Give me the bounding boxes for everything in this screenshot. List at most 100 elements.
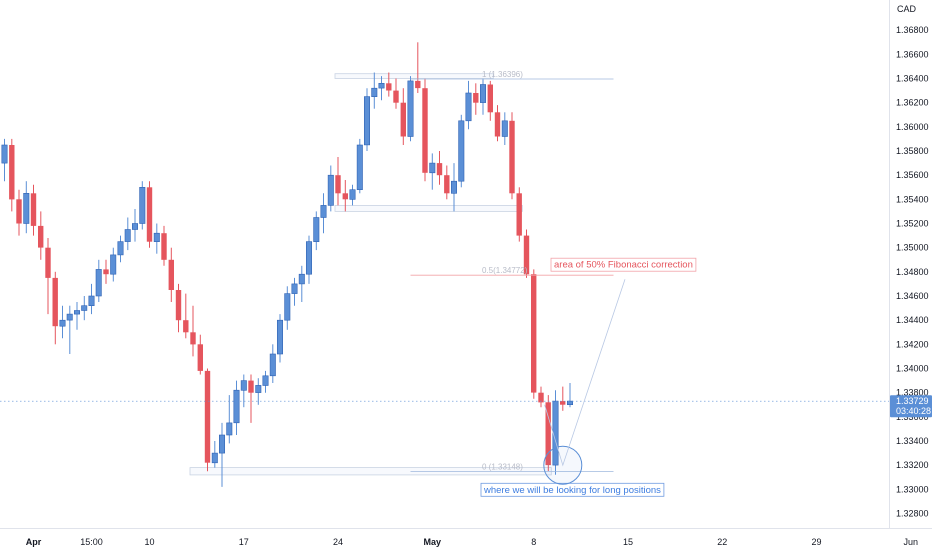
candle <box>509 112 515 200</box>
candle-body <box>335 175 341 194</box>
price-tick-label: 1.36200 <box>896 98 929 108</box>
candle-body <box>436 163 443 176</box>
resistance-zone[interactable] <box>334 73 494 79</box>
candle-body <box>190 332 196 345</box>
candle-body <box>226 422 233 436</box>
projection-path[interactable] <box>544 279 626 467</box>
candle <box>566 383 573 408</box>
price-tick-label: 1.33400 <box>896 436 929 446</box>
fibonacci-note-border <box>550 257 697 272</box>
candle-body <box>523 235 530 275</box>
price-tick-label: 1.36600 <box>896 49 929 59</box>
candle-body <box>342 193 348 200</box>
price-tick-label: 1.35400 <box>896 194 929 204</box>
candle-body <box>52 277 58 327</box>
fibonacci-note[interactable]: area of 50% Fibonacci correction <box>550 257 697 272</box>
candle <box>262 370 269 393</box>
candle-body <box>197 344 203 371</box>
price-tick-label: 1.33000 <box>896 484 929 494</box>
current-price-label: 1.33729 <box>896 396 929 406</box>
candle-body <box>538 392 544 403</box>
candle-body <box>371 87 378 97</box>
price-tick-label: 1.34000 <box>896 364 929 374</box>
candle-body <box>74 310 81 315</box>
candle-body <box>386 83 392 91</box>
date-tick-label: 15 <box>623 537 633 547</box>
candle <box>501 112 508 145</box>
candle-body <box>153 232 160 242</box>
candle <box>110 247 117 282</box>
long-positions-note-text: where we will be looking for long positi… <box>483 485 661 496</box>
candle-body <box>204 370 211 463</box>
candle <box>74 302 81 330</box>
fib-50-label: 0.5(1.34772) <box>482 266 528 275</box>
countdown-label: 03:40:28 <box>896 406 931 416</box>
candle-body <box>269 353 276 377</box>
candle <box>436 151 443 185</box>
candle <box>400 88 406 145</box>
candle <box>269 344 276 383</box>
candle-body <box>183 320 189 333</box>
candle <box>168 247 174 302</box>
candle <box>363 88 370 151</box>
date-tick-label: 10 <box>144 537 154 547</box>
price-tick-label: 1.35200 <box>896 219 929 229</box>
price-tick-label: 1.35000 <box>896 243 929 253</box>
candle-body <box>531 274 537 393</box>
currency-label: CAD <box>897 4 917 14</box>
candle-body <box>110 254 117 275</box>
fibonacci-note-text: area of 50% Fibonacci correction <box>554 260 693 271</box>
current-price-tag: 1.33729 03:40:28 <box>890 395 932 418</box>
candle-body <box>320 205 327 218</box>
date-tick-label: 15:00 <box>80 537 103 547</box>
support-zone[interactable] <box>334 204 523 212</box>
candle <box>146 181 153 248</box>
price-tick-label: 1.33800 <box>896 388 929 398</box>
candle <box>305 235 312 284</box>
candle <box>378 76 385 101</box>
candle-body <box>16 199 22 224</box>
candle-body <box>175 290 182 321</box>
candle <box>531 269 537 399</box>
candle-body <box>429 162 436 174</box>
candle <box>320 193 327 234</box>
candle-body <box>23 193 30 224</box>
price-tick-label: 1.34200 <box>896 339 929 349</box>
candle-body <box>487 84 493 113</box>
candle-body <box>139 187 146 224</box>
candle <box>226 395 233 444</box>
price-tick-label: 1.36400 <box>896 74 929 84</box>
candle <box>429 153 436 190</box>
candle-body <box>132 223 139 230</box>
candle-body <box>363 96 370 146</box>
price-tick-label: 1.35800 <box>896 146 929 156</box>
candle-body <box>248 380 254 393</box>
long-positions-note[interactable]: where we will be looking for long positi… <box>480 482 665 497</box>
candle-body <box>393 90 399 103</box>
candle <box>88 283 95 315</box>
candle <box>233 380 240 435</box>
candle <box>124 217 131 251</box>
candle-body <box>327 174 334 206</box>
candle-body <box>407 80 414 137</box>
candle <box>38 211 44 260</box>
candle <box>240 374 247 408</box>
candle-body <box>66 313 73 321</box>
candle <box>291 277 298 306</box>
candle-body <box>458 120 465 182</box>
candle-body <box>262 375 269 386</box>
candle <box>1 138 8 182</box>
candle <box>161 225 167 266</box>
candle <box>255 378 262 405</box>
date-tick-label: Jun <box>904 537 919 547</box>
price-tick-label: 1.33200 <box>896 460 929 470</box>
candle-body <box>276 319 283 355</box>
candle <box>204 368 211 472</box>
candle <box>371 72 378 109</box>
candle-body <box>1 144 8 164</box>
long-positions-note-border <box>480 482 665 497</box>
candle-body <box>291 283 298 294</box>
candle <box>313 211 320 251</box>
candle-body <box>284 293 291 321</box>
